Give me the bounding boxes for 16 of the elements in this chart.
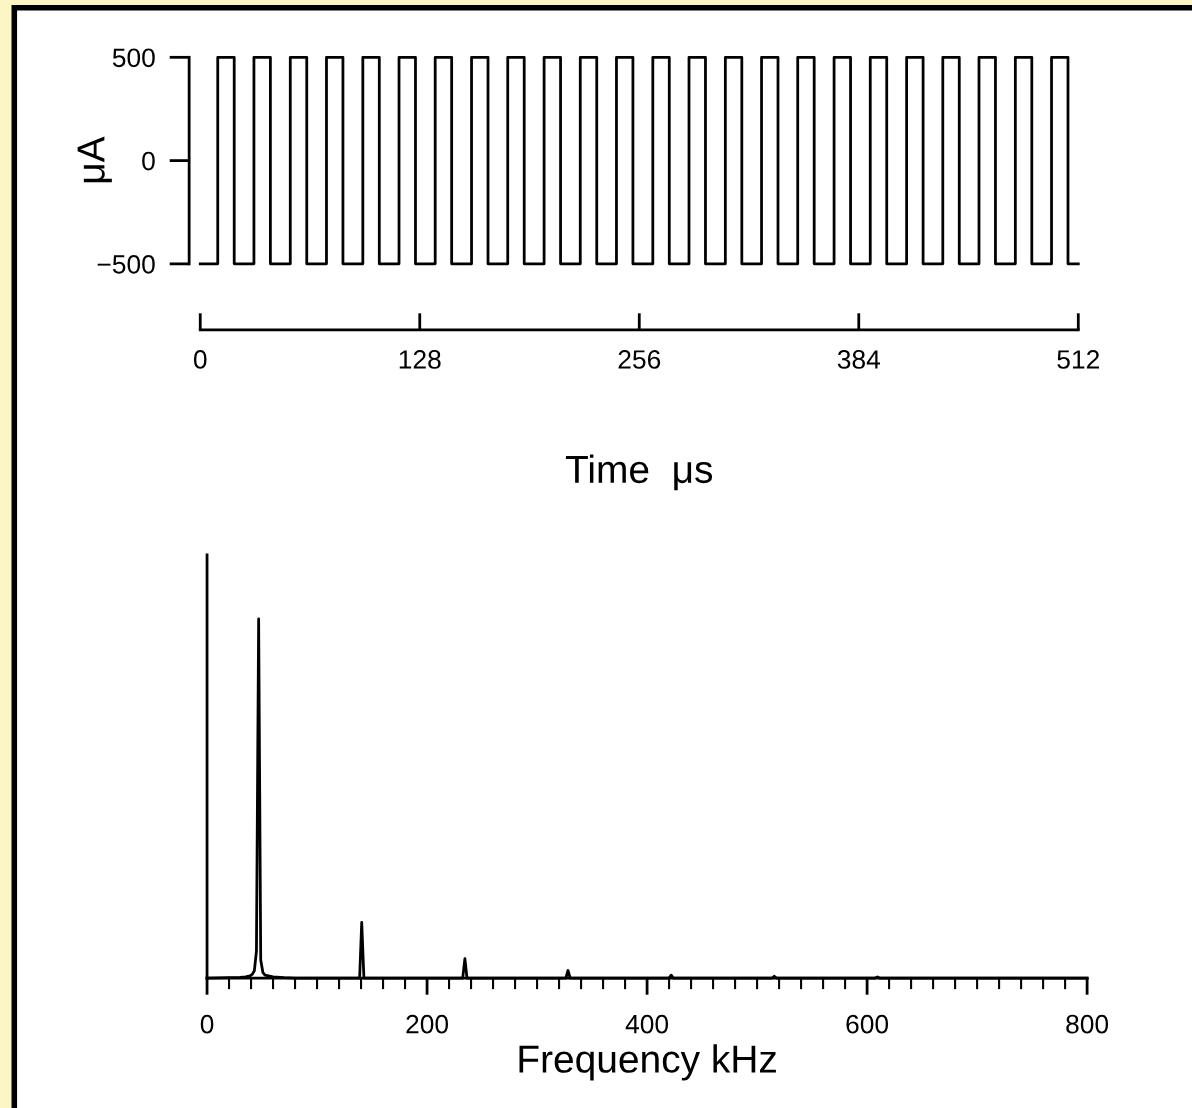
x-tick-label: 400: [625, 1014, 669, 1034]
x-tick-label: 600: [846, 1014, 889, 1034]
x-tick-label: 512: [1057, 350, 1099, 369]
y-tick-label: 0: [142, 151, 155, 171]
x-tick-label: 384: [837, 350, 881, 369]
x-axis-title: Frequency kHz: [519, 1044, 776, 1081]
x-axis-title: Time μs: [565, 454, 713, 491]
x-tick-label: 0: [193, 350, 207, 369]
y-tick-label: 500: [112, 48, 155, 68]
x-tick-label: 256: [618, 350, 661, 369]
x-tick-label: 0: [200, 1014, 214, 1034]
y-tick-label: −500: [97, 255, 155, 274]
x-tick-label: 800: [1066, 1014, 1109, 1034]
x-tick-label: 128: [399, 350, 441, 369]
x-tick-label: 200: [406, 1014, 449, 1034]
y-axis-title: μA: [77, 136, 112, 183]
